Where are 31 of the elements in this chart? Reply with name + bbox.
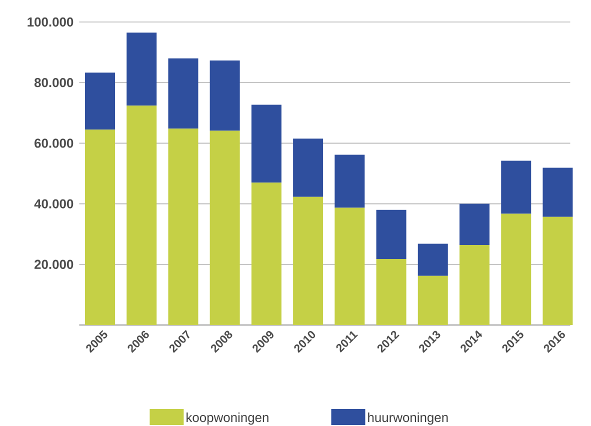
bar — [251, 104, 282, 183]
bar — [376, 258, 406, 325]
bar — [85, 130, 116, 325]
bar — [293, 196, 324, 325]
y-tick-label: 100.000 — [28, 17, 74, 27]
bar — [85, 72, 116, 130]
bar — [293, 138, 324, 197]
bar — [460, 204, 490, 246]
bar — [126, 106, 157, 325]
bar — [376, 210, 406, 259]
bar — [542, 216, 573, 325]
bar — [210, 60, 240, 131]
y-tick-label: 60.000 — [34, 138, 74, 148]
y-tick-label: 20.000 — [34, 260, 74, 269]
bar — [460, 245, 490, 325]
bar — [501, 160, 532, 214]
y-tick-label: 40.000 — [34, 199, 74, 208]
bar — [334, 154, 365, 208]
legend-label: koopwoningen — [186, 412, 268, 425]
bar — [210, 130, 240, 325]
bar — [542, 168, 573, 217]
bar — [168, 128, 198, 325]
bar — [251, 182, 282, 325]
bar — [126, 32, 157, 106]
bar — [334, 208, 365, 325]
y-tick-label: 80.000 — [34, 78, 74, 88]
legend-label: huurwoningen — [368, 412, 448, 425]
bar — [418, 276, 448, 325]
bar — [501, 214, 532, 325]
bar — [168, 58, 198, 129]
bar — [418, 244, 448, 276]
